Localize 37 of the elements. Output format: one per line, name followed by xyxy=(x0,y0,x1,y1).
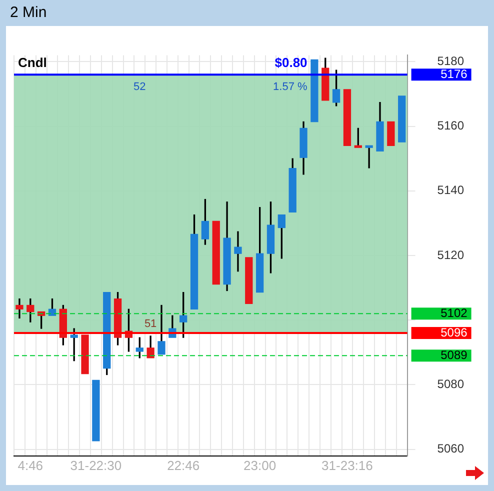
annotation: $0.80 xyxy=(274,54,308,70)
y-tick-label: 5140 xyxy=(437,183,464,198)
x-tick-label: 22:46 xyxy=(167,458,200,474)
y-tick-label: 5180 xyxy=(437,54,464,68)
candlestick xyxy=(398,96,406,142)
candlestick xyxy=(212,220,220,285)
ref-line-label: 5089 xyxy=(440,348,468,362)
candlestick xyxy=(300,121,308,175)
candlestick xyxy=(92,380,100,442)
candlestick xyxy=(16,298,24,319)
candlestick xyxy=(234,231,242,272)
x-tick-label: 31-23:16 xyxy=(322,458,373,474)
candlestick xyxy=(158,304,166,355)
ref-line-label: 5176 xyxy=(440,66,468,81)
candlestick xyxy=(310,59,318,122)
y-tick-label: 5160 xyxy=(437,118,464,133)
candlestick xyxy=(223,202,231,292)
x-tick-label: 31-22:30 xyxy=(70,458,122,474)
x-tick-label: 4:46 xyxy=(18,458,44,474)
annotation: 52 xyxy=(134,81,146,94)
annotation: Cndl xyxy=(18,54,47,70)
annotation: 1.57 % xyxy=(273,81,308,94)
candlestick xyxy=(343,89,352,146)
candlestick xyxy=(387,121,395,146)
annotation: 51 xyxy=(144,318,157,330)
y-tick-label: 5060 xyxy=(437,442,464,456)
candlestick xyxy=(146,336,154,358)
ref-line-label: 5102 xyxy=(440,306,468,320)
candlestick xyxy=(81,334,89,374)
chart-title: 2 Min xyxy=(10,4,47,21)
x-tick-label: 23:00 xyxy=(244,458,276,474)
candlestick xyxy=(365,145,373,168)
ref-line-label: 5096 xyxy=(440,325,468,340)
candlestick xyxy=(245,257,253,304)
y-tick-label: 5080 xyxy=(437,377,464,392)
candlestick xyxy=(376,102,384,152)
y-tick-label: 5120 xyxy=(437,248,464,262)
